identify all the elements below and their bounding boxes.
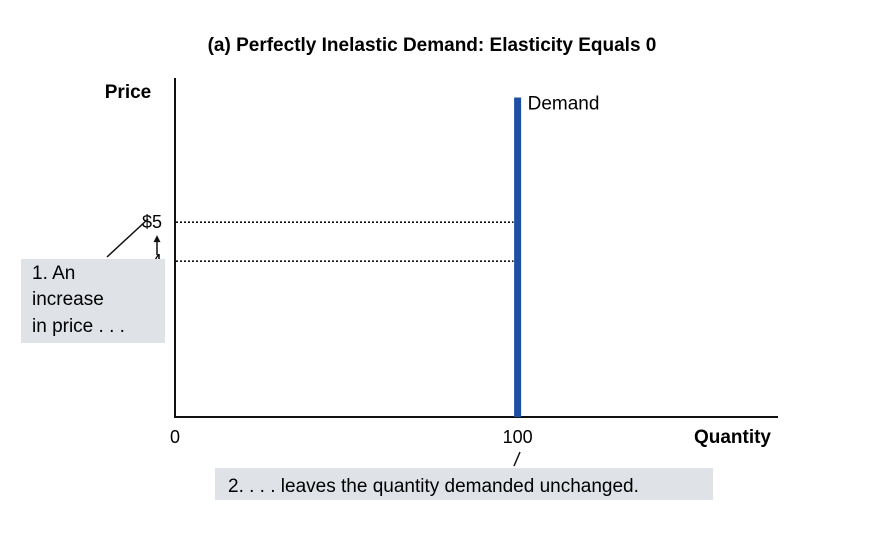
annotation-price-leader	[106, 218, 149, 258]
chart-title: (a) Perfectly Inelastic Demand: Elastici…	[208, 35, 657, 56]
annotation-box-quantity	[215, 468, 713, 500]
annotation-quantity-text: 2. . . . leaves the quantity demanded un…	[228, 476, 639, 497]
y-axis-title: Price	[105, 82, 151, 103]
annotation-price-increase: 1. An increase in price . . .	[21, 218, 165, 343]
annotation-price-line-2: increase	[32, 289, 104, 310]
annotation-price-line-3: in price . . .	[32, 316, 125, 337]
x-tick-label-100: 100	[503, 427, 533, 447]
annotation-quantity-leader	[513, 451, 521, 467]
y-tick-label-5: $5	[142, 212, 162, 232]
chart-marks: $54100Demand	[142, 93, 599, 447]
demand-curve-label: Demand	[528, 93, 600, 114]
annotation-box-price-increase	[21, 259, 165, 343]
annotation-price-line-1: 1. An	[32, 263, 75, 284]
annotation-quantity-unchanged: 2. . . . leaves the quantity demanded un…	[215, 451, 713, 500]
price-increase-arrowhead	[153, 235, 161, 243]
x-axis-title: Quantity	[694, 427, 771, 448]
origin-label: 0	[170, 427, 180, 447]
